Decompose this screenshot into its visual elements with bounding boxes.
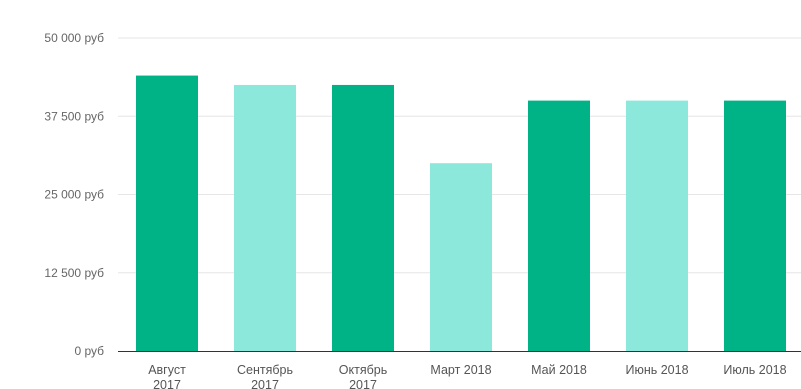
bars [136,76,786,351]
x-tick-label: Июль 2018 [723,363,786,377]
x-tick-label: Май 2018 [531,363,587,377]
bar [724,101,786,351]
x-tick-label: Июнь 2018 [625,363,688,377]
x-tick-label: 2017 [349,378,377,389]
bar [430,163,492,351]
y-tick-label: 12 500 руб [44,266,104,280]
y-tick-label: 25 000 руб [44,188,104,202]
y-tick-label: 37 500 руб [44,109,104,123]
x-tick-label: Октябрь [339,363,387,377]
x-tick-label: Сентябрь [237,363,293,377]
x-tick-label: Август [148,363,186,377]
y-axis-tick-labels: 0 руб 12 500 руб 25 000 руб 37 500 руб 50 00… [44,31,104,358]
x-tick-label: Март 2018 [430,363,491,377]
bar [136,76,198,351]
x-tick-label: 2017 [153,378,181,389]
x-tick-label: 2017 [251,378,279,389]
bar [234,85,296,351]
bar [332,85,394,351]
bar [626,101,688,351]
y-tick-label: 0 руб [74,344,104,358]
y-tick-label: 50 000 руб [44,31,104,45]
bar [528,101,590,351]
